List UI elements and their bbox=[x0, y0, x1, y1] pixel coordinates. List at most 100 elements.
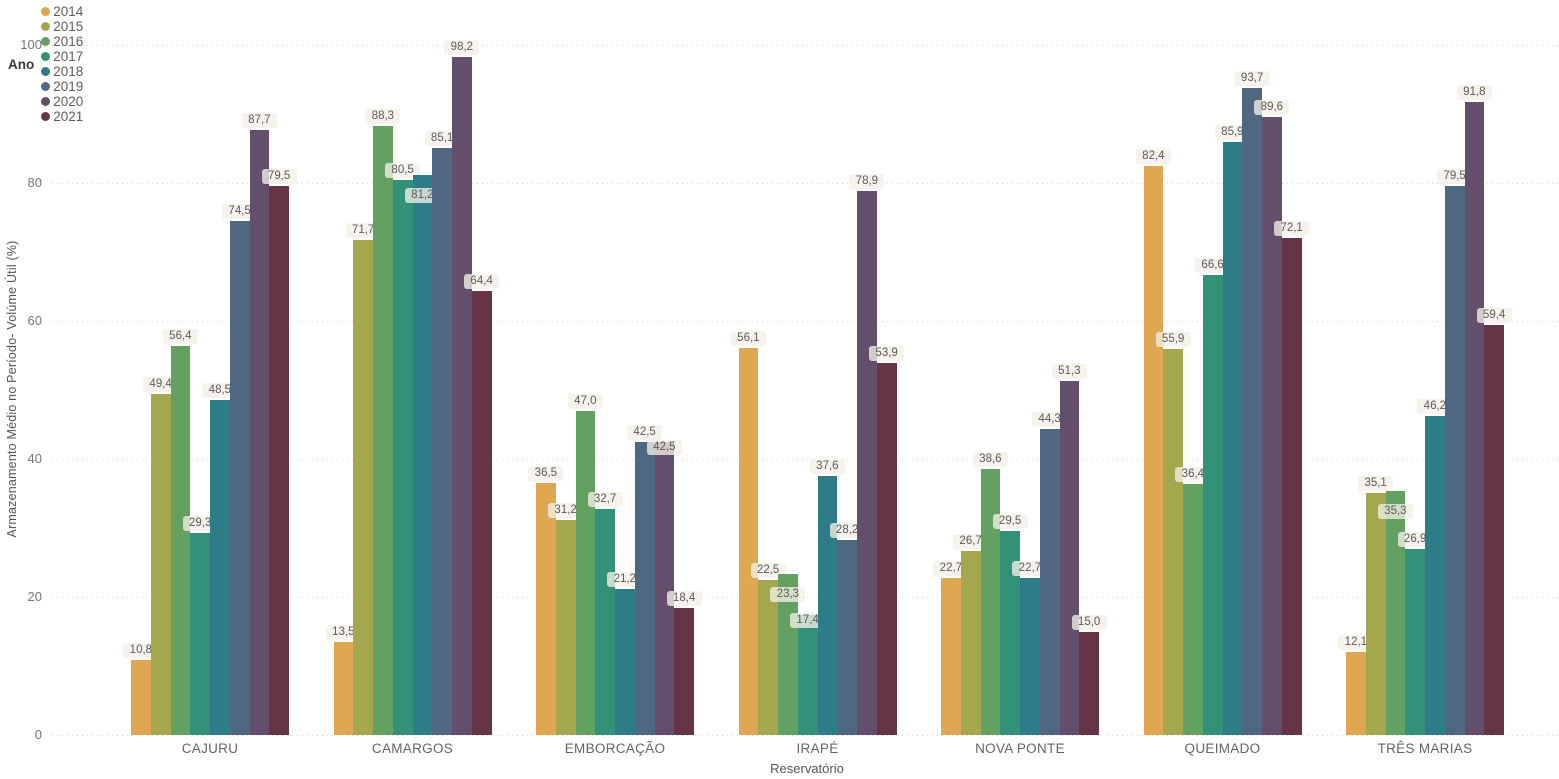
bar-TRÊS MARIAS-2014[interactable] bbox=[1346, 651, 1366, 735]
bar-value-label-CAJURU-2017: 29,3 bbox=[182, 515, 218, 531]
bar-CAMARGOS-2017[interactable] bbox=[392, 179, 413, 735]
bar-TRÊS MARIAS-2021[interactable] bbox=[1484, 325, 1504, 735]
legend-item-label: 2014 bbox=[53, 4, 84, 19]
gridline-20 bbox=[52, 597, 1559, 598]
bar-value-label-CAMARGOS-2019: 85,1 bbox=[424, 130, 460, 146]
bar-value-label-NOVA PONTE-2018: 22,7 bbox=[1012, 561, 1048, 577]
bar-TRÊS MARIAS-2017[interactable] bbox=[1405, 549, 1425, 735]
bar-NOVA PONTE-2021[interactable] bbox=[1079, 631, 1099, 735]
legend-item-2014[interactable]: 2014 bbox=[41, 4, 83, 19]
bar-CAJURU-2015[interactable] bbox=[150, 394, 171, 735]
bar-value-label-NOVA PONTE-2016: 38,6 bbox=[972, 451, 1008, 467]
bar-value-label-NOVA PONTE-2021: 15,0 bbox=[1071, 614, 1107, 630]
legend-item-2016[interactable]: 2016 bbox=[41, 34, 83, 49]
bar-EMBORCAÇÃO-2015[interactable] bbox=[555, 519, 576, 735]
bar-group-CAJURU: 10,8 49,4 56,4 29,3 48,5 74,5 87,7 79,5 bbox=[123, 45, 297, 735]
bar-value-label-CAJURU-2016: 56,4 bbox=[162, 328, 198, 344]
legend-color-dot bbox=[41, 97, 51, 106]
legend-item-2018[interactable]: 2018 bbox=[41, 64, 83, 79]
bar-value-label-NOVA PONTE-2015: 26,7 bbox=[953, 533, 989, 549]
bar-value-label-CAMARGOS-2021: 64,4 bbox=[464, 273, 500, 289]
bar-QUEIMADO-2016[interactable] bbox=[1183, 483, 1203, 735]
bar-NOVA PONTE-2019[interactable] bbox=[1039, 429, 1060, 735]
bar-QUEIMADO-2014[interactable] bbox=[1143, 166, 1164, 735]
bar-CAJURU-2019[interactable] bbox=[229, 220, 250, 735]
bar-NOVA PONTE-2020[interactable] bbox=[1059, 381, 1080, 735]
bar-QUEIMADO-2017[interactable] bbox=[1202, 275, 1223, 735]
bar-NOVA PONTE-2017[interactable] bbox=[1000, 531, 1020, 735]
legend-item-2015[interactable]: 2015 bbox=[41, 19, 83, 34]
bar-value-label-CAMARGOS-2016: 88,3 bbox=[365, 108, 401, 124]
bar-QUEIMADO-2018[interactable] bbox=[1222, 142, 1243, 735]
y-tick-label-0: 0 bbox=[34, 727, 42, 742]
bar-CAMARGOS-2021[interactable] bbox=[471, 290, 492, 735]
legend-color-dot bbox=[41, 52, 51, 61]
x-axis-title: Reservatório bbox=[770, 761, 844, 776]
bar-CAJURU-2014[interactable] bbox=[131, 660, 151, 735]
bar-CAMARGOS-2015[interactable] bbox=[353, 240, 373, 735]
bar-IRAPÉ-2018[interactable] bbox=[817, 475, 838, 735]
bar-value-label-CAMARGOS-2015: 71,7 bbox=[345, 223, 381, 239]
legend-color-dot bbox=[41, 22, 51, 31]
bar-CAMARGOS-2016[interactable] bbox=[373, 125, 393, 735]
gridline-40 bbox=[52, 459, 1559, 460]
bar-CAJURU-2020[interactable] bbox=[249, 129, 270, 735]
legend-item-2021[interactable]: 2021 bbox=[41, 109, 83, 124]
bar-TRÊS MARIAS-2019[interactable] bbox=[1444, 186, 1465, 735]
bar-value-label-CAJURU-2018: 48,5 bbox=[202, 383, 238, 399]
y-tick-label-60: 60 bbox=[27, 313, 42, 328]
bar-EMBORCAÇÃO-2014[interactable] bbox=[536, 483, 556, 735]
bar-group-TRÊS MARIAS: 12,1 35,1 35,3 26,9 46,2 79,5 91,8 59,4 bbox=[1338, 45, 1512, 735]
bar-value-label-IRAPÉ-2014: 56,1 bbox=[730, 330, 766, 346]
legend-item-2019[interactable]: 2019 bbox=[41, 79, 83, 94]
bar-TRÊS MARIAS-2016[interactable] bbox=[1385, 491, 1406, 735]
bar-NOVA PONTE-2018[interactable] bbox=[1020, 578, 1040, 735]
bar-EMBORCAÇÃO-2017[interactable] bbox=[595, 509, 615, 735]
bar-QUEIMADO-2020[interactable] bbox=[1262, 116, 1282, 735]
bar-value-label-IRAPÉ-2017: 17,4 bbox=[790, 612, 826, 628]
bar-IRAPÉ-2021[interactable] bbox=[876, 363, 897, 735]
bar-EMBORCAÇÃO-2019[interactable] bbox=[634, 441, 655, 735]
bar-NOVA PONTE-2014[interactable] bbox=[941, 578, 961, 735]
bar-QUEIMADO-2015[interactable] bbox=[1163, 349, 1183, 735]
bar-CAMARGOS-2014[interactable] bbox=[333, 641, 354, 735]
bar-CAMARGOS-2018[interactable] bbox=[412, 174, 433, 735]
bar-EMBORCAÇÃO-2021[interactable] bbox=[674, 608, 694, 735]
bar-value-label-QUEIMADO-2015: 55,9 bbox=[1155, 332, 1191, 348]
bar-IRAPÉ-2014[interactable] bbox=[738, 347, 759, 735]
bar-QUEIMADO-2019[interactable] bbox=[1242, 88, 1262, 735]
bar-EMBORCAÇÃO-2018[interactable] bbox=[615, 588, 635, 735]
bar-EMBORCAÇÃO-2016[interactable] bbox=[575, 410, 596, 735]
bar-IRAPÉ-2019[interactable] bbox=[837, 540, 857, 735]
plot-area: 100 80 60 40 20 0 10,8 49,4 56,4 29,3 48,5 74,5 87,7… bbox=[0, 37, 1559, 742]
bar-TRÊS MARIAS-2020[interactable] bbox=[1464, 101, 1485, 735]
legend-item-label: 2018 bbox=[53, 64, 84, 79]
gridline-0 bbox=[52, 735, 1559, 736]
bar-value-label-EMBORCAÇÃO-2018: 21,2 bbox=[607, 571, 643, 587]
bar-TRÊS MARIAS-2015[interactable] bbox=[1365, 492, 1386, 735]
gridline-100 bbox=[52, 45, 1559, 46]
bar-NOVA PONTE-2015[interactable] bbox=[960, 550, 981, 735]
bar-IRAPÉ-2020[interactable] bbox=[857, 190, 877, 735]
bar-IRAPÉ-2015[interactable] bbox=[758, 579, 778, 735]
legend-item-label: 2021 bbox=[53, 109, 84, 124]
bar-value-label-IRAPÉ-2019: 28,2 bbox=[829, 523, 865, 539]
legend-item-2017[interactable]: 2017 bbox=[41, 49, 83, 64]
bar-value-label-NOVA PONTE-2014: 22,7 bbox=[933, 561, 969, 577]
bar-CAJURU-2016[interactable] bbox=[170, 345, 191, 735]
y-tick-label-80: 80 bbox=[27, 175, 42, 190]
bar-TRÊS MARIAS-2018[interactable] bbox=[1425, 416, 1445, 735]
bar-value-label-NOVA PONTE-2020: 51,3 bbox=[1051, 364, 1087, 380]
bar-CAJURU-2017[interactable] bbox=[190, 532, 210, 735]
bar-group-IRAPÉ: 56,1 22,5 23,3 17,4 37,6 28,2 78,9 53,9 bbox=[730, 45, 905, 735]
bar-IRAPÉ-2017[interactable] bbox=[797, 614, 818, 735]
bar-CAJURU-2021[interactable] bbox=[269, 186, 289, 735]
bar-EMBORCAÇÃO-2020[interactable] bbox=[654, 441, 675, 735]
bar-CAMARGOS-2019[interactable] bbox=[432, 147, 452, 735]
bar-CAJURU-2018[interactable] bbox=[210, 400, 230, 735]
bar-NOVA PONTE-2016[interactable] bbox=[980, 468, 1001, 735]
legend-item-2020[interactable]: 2020 bbox=[41, 94, 83, 109]
bar-CAMARGOS-2020[interactable] bbox=[452, 57, 472, 735]
legend: Ano 2014 2015 2016 2017 2018 2019 2020 2021 bbox=[8, 4, 92, 124]
bar-QUEIMADO-2021[interactable] bbox=[1281, 237, 1302, 735]
